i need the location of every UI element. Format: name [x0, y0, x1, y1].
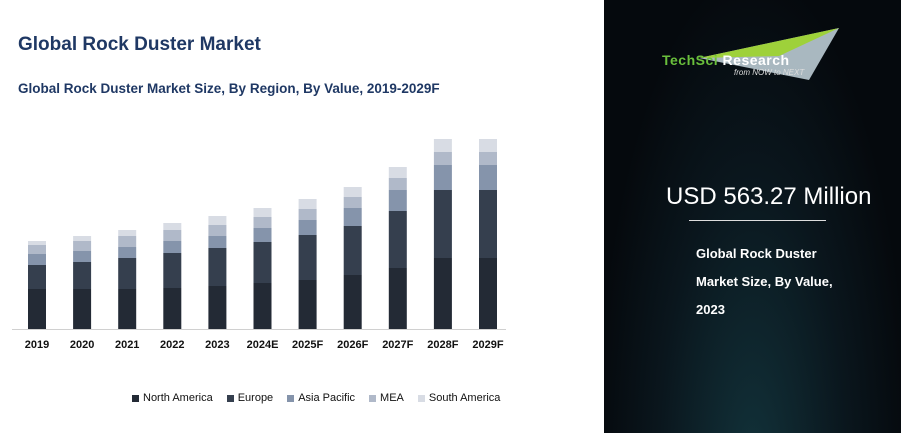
x-tick-label: 2023	[205, 339, 229, 351]
legend-swatch	[417, 394, 425, 402]
bar-segment-north-america	[163, 288, 182, 329]
bar-segment-mea	[298, 209, 317, 220]
bar-segment-mea	[253, 217, 272, 228]
bar-segment-north-america	[479, 258, 497, 329]
bar-segment-asia-pacific	[388, 190, 407, 211]
bar-segment-europe	[298, 235, 317, 280]
bar-segment-europe	[343, 226, 362, 275]
legend: North America Europe Asia Pacific MEA South …	[132, 392, 500, 404]
chart-panel: Global Rock Duster Market Global Rock Du…	[12, 34, 506, 404]
x-tick-label: 2029F	[472, 339, 503, 351]
bar-segment-mea	[479, 152, 497, 165]
legend-item: MEA	[369, 392, 404, 404]
x-tick-label: 2019	[25, 339, 49, 351]
bar-segment-asia-pacific	[343, 208, 362, 226]
legend-label: Asia Pacific	[298, 392, 356, 404]
bar-segment-south-america	[118, 230, 137, 236]
bar-segment-south-america	[343, 187, 362, 197]
bar-segment-asia-pacific	[479, 165, 497, 190]
x-tick-label: 2028F	[427, 339, 458, 351]
bar-segment-europe	[208, 248, 227, 286]
bar-segment-europe	[118, 258, 137, 289]
bar-segment-north-america	[28, 289, 46, 329]
market-value-description: Global Rock Duster Market Size, By Value…	[696, 246, 833, 317]
stacked-bar-chart: 2019 2020 2021 2022 2023 2024E 2025F 2026F 2027F…	[12, 139, 506, 351]
page-title: Global Rock Duster Market	[18, 34, 261, 55]
bar-segment-europe	[28, 265, 46, 289]
bar-segment-asia-pacific	[208, 236, 227, 248]
bar-segment-south-america	[208, 216, 227, 225]
x-tick-label: 2026F	[337, 339, 368, 351]
x-tick-label: 2022	[160, 339, 184, 351]
bar-segment-europe	[163, 253, 182, 288]
bar-segment-asia-pacific	[163, 241, 182, 253]
summary-panel: TechSci Research from NOW to NEXT USD 56…	[604, 0, 901, 433]
legend-label: MEA	[380, 392, 404, 404]
x-tick-label: 2027F	[382, 339, 413, 351]
bar-segment-mea	[343, 197, 362, 208]
bar-segment-europe	[73, 262, 92, 289]
bar-segment-south-america	[479, 139, 497, 152]
bar-segment-europe	[433, 190, 452, 258]
bar-segment-europe	[253, 242, 272, 283]
bar-segment-south-america	[388, 167, 407, 178]
legend-item: North America	[132, 392, 213, 404]
x-tick-label: 2021	[115, 339, 139, 351]
bar-segment-mea	[28, 245, 46, 254]
bar-segment-asia-pacific	[73, 251, 92, 262]
legend-item: Europe	[226, 392, 274, 404]
techsci-logo-icon	[699, 28, 839, 80]
brand-logo-text: TechSci Research	[662, 52, 790, 68]
bar-segment-mea	[118, 236, 137, 247]
legend-swatch	[369, 394, 377, 402]
bar-segment-mea	[73, 241, 92, 251]
divider	[689, 220, 826, 221]
legend-label: North America	[143, 392, 213, 404]
bar-segment-mea	[208, 225, 227, 236]
legend-item: South America	[417, 392, 501, 404]
bar-segment-north-america	[388, 268, 407, 329]
x-tick-label: 2025F	[292, 339, 323, 351]
bar-segment-asia-pacific	[298, 220, 317, 235]
bar-segment-south-america	[298, 199, 317, 209]
bar-segment-asia-pacific	[253, 228, 272, 242]
x-tick-label: 2020	[70, 339, 94, 351]
bar-segment-north-america	[253, 283, 272, 329]
bar-segment-north-america	[433, 258, 452, 329]
bar-segment-north-america	[73, 289, 92, 329]
bar-segment-mea	[388, 178, 407, 190]
bar-segment-europe	[388, 211, 407, 268]
bar-segment-mea	[433, 152, 452, 165]
legend-label: Europe	[237, 392, 274, 404]
bar-segment-south-america	[28, 241, 46, 245]
bar-segment-south-america	[253, 208, 272, 217]
legend-swatch	[226, 394, 234, 402]
bar-segment-north-america	[298, 280, 317, 329]
chart-subtitle: Global Rock Duster Market Size, By Regio…	[18, 81, 440, 96]
bar-segment-north-america	[208, 286, 227, 329]
bar-segment-asia-pacific	[118, 247, 137, 258]
bar-segment-asia-pacific	[28, 254, 46, 265]
x-tick-label: 2024E	[247, 339, 279, 351]
bar-segment-europe	[479, 190, 497, 258]
bar-segment-south-america	[163, 223, 182, 230]
bar-segment-south-america	[73, 236, 92, 241]
bar-segment-north-america	[118, 289, 137, 329]
bar-segment-north-america	[343, 275, 362, 329]
market-value: USD 563.27 Million	[666, 183, 872, 210]
legend-item: Asia Pacific	[287, 392, 355, 404]
bar-segment-south-america	[433, 139, 452, 152]
bar-segment-asia-pacific	[433, 165, 452, 190]
brand-tagline: from NOW to NEXT	[734, 68, 805, 77]
legend-swatch	[287, 394, 295, 402]
legend-label: South America	[428, 392, 501, 404]
legend-swatch	[132, 394, 139, 402]
bar-segment-mea	[163, 230, 182, 241]
